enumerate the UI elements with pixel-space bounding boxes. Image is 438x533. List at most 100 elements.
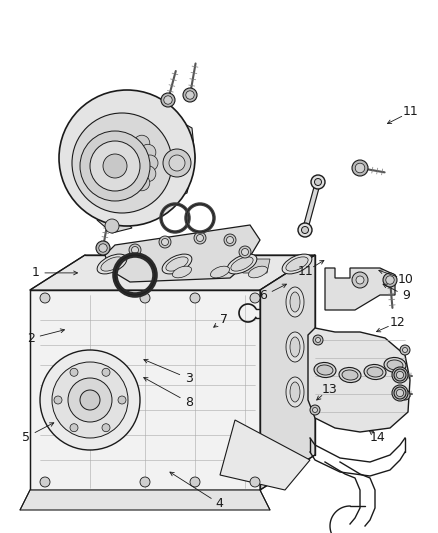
Circle shape bbox=[140, 293, 150, 303]
Text: 11: 11 bbox=[402, 106, 417, 118]
Text: 4: 4 bbox=[215, 497, 223, 510]
Circle shape bbox=[40, 350, 140, 450]
Circle shape bbox=[70, 368, 78, 376]
Circle shape bbox=[161, 93, 175, 107]
Circle shape bbox=[393, 369, 405, 381]
Ellipse shape bbox=[162, 254, 191, 274]
Polygon shape bbox=[240, 259, 269, 273]
Circle shape bbox=[194, 232, 205, 244]
Text: 10: 10 bbox=[397, 273, 413, 286]
Circle shape bbox=[402, 392, 406, 398]
Circle shape bbox=[80, 131, 150, 201]
Ellipse shape bbox=[313, 362, 335, 377]
Circle shape bbox=[354, 163, 364, 173]
Ellipse shape bbox=[248, 266, 267, 278]
Circle shape bbox=[396, 390, 403, 397]
Circle shape bbox=[249, 293, 259, 303]
Circle shape bbox=[396, 372, 403, 378]
Circle shape bbox=[190, 477, 200, 487]
Polygon shape bbox=[97, 213, 132, 233]
Text: 1: 1 bbox=[31, 266, 39, 279]
Circle shape bbox=[312, 408, 317, 413]
Text: 5: 5 bbox=[22, 431, 30, 443]
Circle shape bbox=[391, 367, 407, 383]
Circle shape bbox=[140, 166, 155, 182]
Polygon shape bbox=[219, 420, 309, 490]
Circle shape bbox=[399, 390, 409, 400]
Circle shape bbox=[223, 234, 236, 246]
Circle shape bbox=[105, 219, 119, 233]
Polygon shape bbox=[324, 268, 394, 310]
Circle shape bbox=[72, 113, 172, 213]
Circle shape bbox=[385, 276, 393, 284]
Ellipse shape bbox=[363, 365, 385, 379]
Circle shape bbox=[196, 235, 203, 241]
Circle shape bbox=[190, 293, 200, 303]
Circle shape bbox=[129, 244, 141, 256]
Circle shape bbox=[68, 378, 112, 422]
Text: 14: 14 bbox=[369, 431, 385, 443]
Ellipse shape bbox=[282, 254, 311, 274]
Circle shape bbox=[134, 135, 149, 151]
Ellipse shape bbox=[383, 358, 405, 373]
Ellipse shape bbox=[210, 266, 229, 278]
Polygon shape bbox=[105, 225, 259, 282]
Circle shape bbox=[297, 223, 311, 237]
Ellipse shape bbox=[366, 367, 382, 377]
Text: 6: 6 bbox=[259, 289, 267, 302]
Circle shape bbox=[99, 244, 107, 252]
Circle shape bbox=[118, 396, 126, 404]
Circle shape bbox=[382, 273, 396, 287]
Ellipse shape bbox=[290, 337, 299, 357]
Circle shape bbox=[52, 362, 128, 438]
Circle shape bbox=[314, 179, 321, 185]
Circle shape bbox=[70, 424, 78, 432]
Circle shape bbox=[402, 348, 406, 352]
Circle shape bbox=[96, 241, 110, 255]
Circle shape bbox=[312, 335, 322, 345]
Circle shape bbox=[102, 368, 110, 376]
Circle shape bbox=[183, 88, 197, 102]
Circle shape bbox=[40, 293, 50, 303]
Circle shape bbox=[134, 175, 149, 191]
Circle shape bbox=[393, 387, 405, 399]
Circle shape bbox=[59, 90, 194, 226]
Ellipse shape bbox=[285, 332, 303, 362]
Polygon shape bbox=[30, 255, 314, 290]
Ellipse shape bbox=[386, 360, 402, 370]
Ellipse shape bbox=[172, 266, 191, 278]
Ellipse shape bbox=[166, 257, 188, 271]
Polygon shape bbox=[180, 259, 209, 273]
Ellipse shape bbox=[338, 367, 360, 383]
Polygon shape bbox=[147, 103, 194, 203]
Text: 12: 12 bbox=[389, 316, 404, 329]
Circle shape bbox=[103, 154, 127, 178]
Ellipse shape bbox=[316, 365, 332, 375]
Circle shape bbox=[391, 385, 407, 401]
Text: 11: 11 bbox=[297, 265, 312, 278]
Circle shape bbox=[102, 424, 110, 432]
Circle shape bbox=[90, 141, 140, 191]
Ellipse shape bbox=[230, 257, 253, 271]
Ellipse shape bbox=[285, 287, 303, 317]
Ellipse shape bbox=[285, 257, 307, 271]
Circle shape bbox=[185, 91, 194, 99]
Polygon shape bbox=[120, 259, 150, 273]
Text: 3: 3 bbox=[184, 372, 192, 385]
Polygon shape bbox=[30, 290, 259, 490]
Ellipse shape bbox=[97, 254, 127, 274]
Circle shape bbox=[309, 405, 319, 415]
Ellipse shape bbox=[101, 257, 123, 271]
Circle shape bbox=[159, 236, 171, 248]
Ellipse shape bbox=[226, 254, 256, 274]
Polygon shape bbox=[307, 328, 409, 432]
Circle shape bbox=[241, 248, 248, 255]
Circle shape bbox=[355, 276, 363, 284]
Text: 8: 8 bbox=[184, 396, 192, 409]
Ellipse shape bbox=[290, 292, 299, 312]
Circle shape bbox=[161, 238, 168, 246]
Circle shape bbox=[140, 477, 150, 487]
Ellipse shape bbox=[341, 370, 357, 380]
Text: 7: 7 bbox=[219, 313, 227, 326]
Circle shape bbox=[315, 337, 320, 343]
